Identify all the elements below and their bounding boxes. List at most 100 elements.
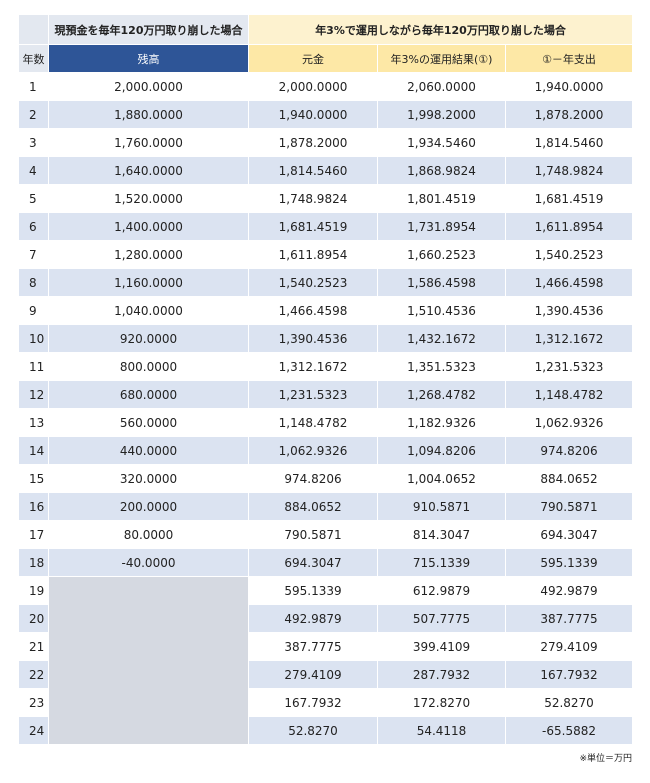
data-row: 19 595.1339 612.9879 492.9879 bbox=[18, 576, 634, 745]
year-cell: 22 bbox=[18, 660, 49, 689]
balance-cell: 1,280.0000 bbox=[48, 240, 249, 269]
year-cell: 16 bbox=[18, 492, 49, 521]
year-cell: 13 bbox=[18, 408, 49, 437]
balance-cell: 1,880.0000 bbox=[48, 100, 249, 129]
principal-cell: 1,814.5460 bbox=[248, 156, 378, 185]
column-header: 残高 bbox=[48, 44, 249, 73]
expense-cell: 1,231.5323 bbox=[504, 352, 634, 381]
expense-cell: -65.5882 bbox=[504, 716, 634, 745]
expense-cell: 1,748.9824 bbox=[504, 156, 634, 185]
data-row: 12 680.0000 1,231.5323 1,268.4782 1,148.4782 bbox=[18, 380, 634, 409]
expense-cell: 1,878.2000 bbox=[504, 100, 634, 129]
principal-cell: 1,611.8954 bbox=[248, 240, 378, 269]
data-row: 1 2,000.0000 2,000.0000 2,060.0000 1,940.000… bbox=[18, 72, 634, 101]
expense-cell: 1,390.4536 bbox=[504, 296, 634, 325]
data-row: 2 1,880.0000 1,940.0000 1,998.2000 1,878.200… bbox=[18, 100, 634, 129]
result-cell: 1,268.4782 bbox=[377, 380, 506, 409]
year-cell: 20 bbox=[18, 604, 49, 633]
withdrawal-table: 現預金を毎年120万円取り崩した場合 年3%で運用しながら毎年120万円取り崩し… bbox=[18, 14, 634, 745]
result-cell: 399.4109 bbox=[377, 632, 506, 661]
expense-cell: 1,466.4598 bbox=[504, 268, 634, 297]
data-row: 6 1,400.0000 1,681.4519 1,731.8954 1,611.895… bbox=[18, 212, 634, 241]
result-cell: 287.7932 bbox=[377, 660, 506, 689]
result-cell: 1,868.9824 bbox=[377, 156, 506, 185]
year-cell: 14 bbox=[18, 436, 49, 465]
data-row: 22 279.4109 287.7932 167.7932 bbox=[18, 660, 634, 689]
table-body: 現預金を毎年120万円取り崩した場合 年3%で運用しながら毎年120万円取り崩し… bbox=[18, 14, 634, 745]
year-cell: 10 bbox=[18, 324, 49, 353]
balance-cell: 80.0000 bbox=[48, 520, 249, 549]
balance-cell: 200.0000 bbox=[48, 492, 249, 521]
result-cell: 1,510.4536 bbox=[377, 296, 506, 325]
result-cell: 612.9879 bbox=[377, 576, 506, 605]
year-cell: 8 bbox=[18, 268, 49, 297]
year-cell: 12 bbox=[18, 380, 49, 409]
principal-cell: 1,062.9326 bbox=[248, 436, 378, 465]
group-header-row: 現預金を毎年120万円取り崩した場合 年3%で運用しながら毎年120万円取り崩し… bbox=[18, 14, 634, 45]
year-cell: 2 bbox=[18, 100, 49, 129]
year-cell: 6 bbox=[18, 212, 49, 241]
data-row: 18 -40.0000 694.3047 715.1339 595.1339 bbox=[18, 548, 634, 577]
data-row: 16 200.0000 884.0652 910.5871 790.5871 bbox=[18, 492, 634, 521]
principal-cell: 1,878.2000 bbox=[248, 128, 378, 157]
result-cell: 1,660.2523 bbox=[377, 240, 506, 269]
data-row: 11 800.0000 1,312.1672 1,351.5323 1,231.5323 bbox=[18, 352, 634, 381]
result-cell: 1,004.0652 bbox=[377, 464, 506, 493]
result-cell: 507.7775 bbox=[377, 604, 506, 633]
balance-cell: 1,400.0000 bbox=[48, 212, 249, 241]
data-row: 24 52.8270 54.4118 -65.5882 bbox=[18, 716, 634, 745]
principal-cell: 1,940.0000 bbox=[248, 100, 378, 129]
result-cell: 54.4118 bbox=[377, 716, 506, 745]
principal-cell: 492.9879 bbox=[248, 604, 378, 633]
data-row: 9 1,040.0000 1,466.4598 1,510.4536 1,390.453… bbox=[18, 296, 634, 325]
empty-block bbox=[48, 576, 249, 745]
year-cell: 7 bbox=[18, 240, 49, 269]
year-cell: 17 bbox=[18, 520, 49, 549]
expense-cell: 387.7775 bbox=[504, 604, 634, 633]
column-header-row: 年数 残高 元金 年3%の運用結果(①) ①－年支出 bbox=[18, 44, 634, 73]
footnote: ※単位＝万円 bbox=[579, 754, 632, 764]
result-cell: 910.5871 bbox=[377, 492, 506, 521]
balance-cell: 2,000.0000 bbox=[48, 72, 249, 101]
column-header: 年3%の運用結果(①) bbox=[377, 44, 506, 73]
balance-cell: 1,040.0000 bbox=[48, 296, 249, 325]
expense-cell: 1,611.8954 bbox=[504, 212, 634, 241]
expense-cell: 167.7932 bbox=[504, 660, 634, 689]
year-cell: 18 bbox=[18, 548, 49, 577]
expense-cell: 492.9879 bbox=[504, 576, 634, 605]
expense-cell: 1,062.9326 bbox=[504, 408, 634, 437]
principal-cell: 694.3047 bbox=[248, 548, 378, 577]
expense-cell: 279.4109 bbox=[504, 632, 634, 661]
principal-cell: 1,748.9824 bbox=[248, 184, 378, 213]
principal-cell: 52.8270 bbox=[248, 716, 378, 745]
expense-cell: 790.5871 bbox=[504, 492, 634, 521]
balance-cell: 440.0000 bbox=[48, 436, 249, 465]
result-cell: 814.3047 bbox=[377, 520, 506, 549]
balance-cell: 1,640.0000 bbox=[48, 156, 249, 185]
result-cell: 1,586.4598 bbox=[377, 268, 506, 297]
data-row: 7 1,280.0000 1,611.8954 1,660.2523 1,540.252… bbox=[18, 240, 634, 269]
year-cell: 19 bbox=[18, 576, 49, 605]
data-row: 10 920.0000 1,390.4536 1,432.1672 1,312.1672 bbox=[18, 324, 634, 353]
principal-cell: 1,466.4598 bbox=[248, 296, 378, 325]
data-row: 15 320.0000 974.8206 1,004.0652 884.0652 bbox=[18, 464, 634, 493]
year-cell: 1 bbox=[18, 72, 49, 101]
result-cell: 1,432.1672 bbox=[377, 324, 506, 353]
data-row: 14 440.0000 1,062.9326 1,094.8206 974.8206 bbox=[18, 436, 634, 465]
expense-cell: 1,312.1672 bbox=[504, 324, 634, 353]
expense-cell: 884.0652 bbox=[504, 464, 634, 493]
balance-cell: 1,160.0000 bbox=[48, 268, 249, 297]
expense-cell: 595.1339 bbox=[504, 548, 634, 577]
year-cell: 5 bbox=[18, 184, 49, 213]
result-cell: 1,731.8954 bbox=[377, 212, 506, 241]
balance-cell: 920.0000 bbox=[48, 324, 249, 353]
principal-cell: 387.7775 bbox=[248, 632, 378, 661]
principal-cell: 1,390.4536 bbox=[248, 324, 378, 353]
principal-cell: 595.1339 bbox=[248, 576, 378, 605]
principal-cell: 2,000.0000 bbox=[248, 72, 378, 101]
result-cell: 2,060.0000 bbox=[377, 72, 506, 101]
year-cell: 4 bbox=[18, 156, 49, 185]
expense-cell: 1,940.0000 bbox=[504, 72, 634, 101]
balance-cell: 1,760.0000 bbox=[48, 128, 249, 157]
